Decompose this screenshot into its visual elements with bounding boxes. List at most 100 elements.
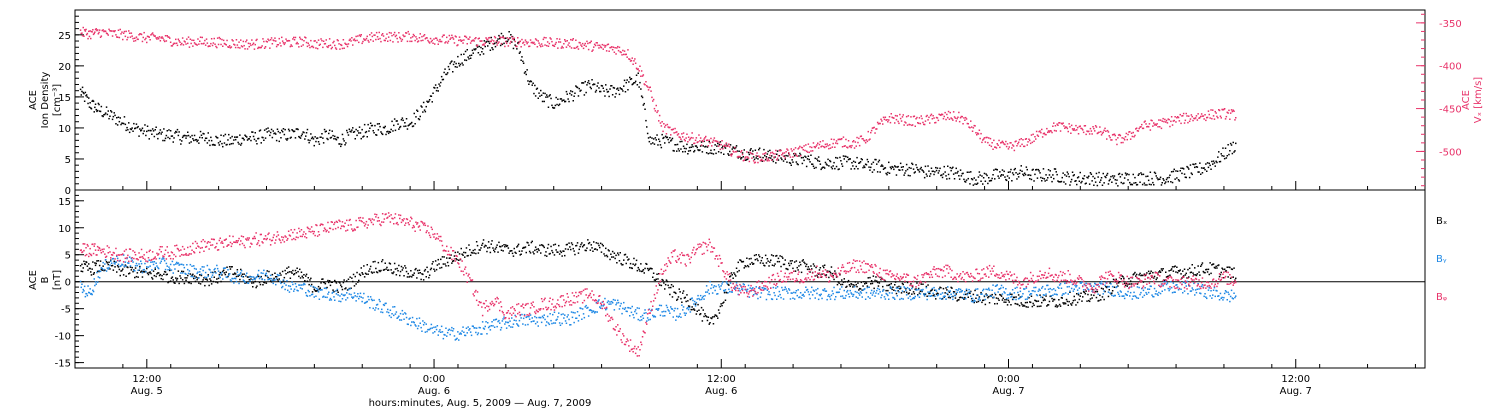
- data-point: [440, 266, 443, 269]
- data-point: [653, 107, 656, 110]
- data-point: [411, 274, 414, 276]
- data-point: [941, 176, 944, 179]
- data-point: [348, 128, 351, 130]
- data-point: [179, 263, 181, 266]
- data-point: [876, 163, 878, 165]
- data-point: [976, 301, 978, 303]
- data-point: [1101, 132, 1104, 135]
- data-point: [663, 310, 665, 313]
- data-point: [570, 242, 573, 244]
- data-point: [1124, 172, 1127, 174]
- data-point: [1088, 183, 1091, 185]
- data-point: [223, 272, 226, 274]
- data-point: [784, 259, 786, 261]
- data-point: [717, 317, 719, 319]
- data-point: [509, 250, 511, 252]
- data-point: [801, 260, 804, 262]
- data-point: [731, 274, 733, 276]
- data-point: [151, 133, 153, 135]
- data-point: [1088, 133, 1091, 135]
- data-point: [728, 143, 730, 145]
- data-point: [565, 322, 568, 324]
- data-point: [630, 59, 633, 62]
- data-point: [167, 281, 169, 284]
- data-point: [927, 284, 929, 286]
- data-point: [550, 38, 552, 40]
- data-point: [283, 282, 286, 285]
- data-point: [477, 52, 480, 54]
- data-point: [935, 121, 937, 124]
- data-point: [834, 270, 836, 272]
- data-point: [341, 288, 344, 291]
- data-point: [580, 243, 582, 246]
- data-point: [498, 41, 500, 43]
- data-point: [200, 274, 203, 277]
- data-point: [764, 154, 766, 157]
- data-point: [131, 266, 133, 269]
- data-point: [620, 51, 622, 54]
- data-point: [829, 272, 832, 274]
- data-point: [182, 270, 185, 273]
- data-point: [1023, 145, 1025, 148]
- data-point: [354, 39, 356, 42]
- data-point: [148, 36, 150, 38]
- data-point: [1108, 179, 1110, 182]
- data-point: [503, 42, 505, 45]
- data-point: [730, 155, 733, 157]
- data-point: [424, 110, 427, 113]
- left-y-tick-label: 0: [65, 278, 71, 289]
- data-point: [923, 123, 925, 126]
- data-point: [634, 264, 636, 267]
- data-point: [883, 118, 886, 121]
- data-point: [1093, 184, 1095, 186]
- data-point: [606, 301, 609, 304]
- data-point: [837, 281, 839, 283]
- data-point: [446, 36, 448, 39]
- data-point: [1076, 293, 1078, 295]
- data-point: [287, 137, 289, 140]
- data-point: [485, 245, 487, 247]
- data-point: [202, 43, 204, 45]
- data-point: [157, 38, 160, 40]
- data-point: [513, 39, 515, 41]
- data-point: [318, 143, 321, 145]
- data-point: [886, 173, 888, 176]
- data-point: [905, 115, 908, 118]
- data-point: [564, 254, 566, 257]
- data-point: [491, 321, 493, 323]
- data-point: [655, 104, 657, 107]
- data-point: [955, 293, 957, 295]
- data-point: [1110, 175, 1112, 178]
- data-point: [225, 144, 227, 146]
- data-point: [595, 42, 598, 44]
- data-point: [212, 271, 215, 274]
- data-point: [320, 289, 322, 291]
- data-point: [232, 142, 234, 145]
- data-point: [536, 321, 539, 323]
- data-point: [262, 136, 264, 139]
- data-point: [879, 171, 881, 173]
- data-point: [1003, 301, 1005, 303]
- data-point: [203, 277, 205, 279]
- data-point: [379, 270, 381, 273]
- data-point: [601, 243, 604, 246]
- data-point: [1123, 177, 1126, 179]
- data-point: [673, 291, 675, 293]
- data-point: [149, 271, 151, 273]
- data-point: [968, 171, 970, 173]
- data-point: [856, 285, 858, 288]
- data-point: [400, 265, 403, 268]
- data-point: [1063, 303, 1065, 305]
- data-point: [960, 175, 963, 177]
- data-point: [220, 43, 222, 46]
- data-point: [318, 288, 321, 290]
- data-point: [305, 41, 308, 44]
- data-point: [236, 136, 239, 138]
- data-point: [677, 148, 680, 150]
- data-point: [189, 263, 192, 266]
- data-point: [1072, 299, 1075, 302]
- data-point: [809, 161, 811, 163]
- data-point: [128, 122, 130, 124]
- data-point: [147, 129, 150, 132]
- data-point: [308, 283, 310, 286]
